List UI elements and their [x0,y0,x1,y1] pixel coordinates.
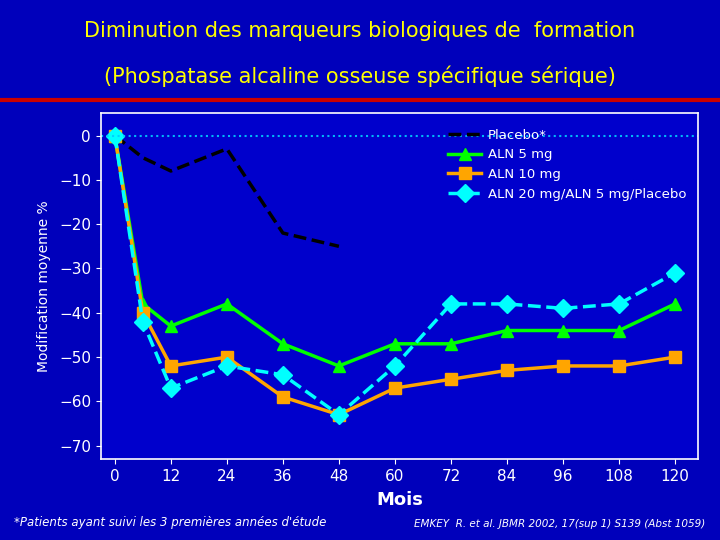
Text: EMKEY  R. et al. JBMR 2002, 17(sup 1) S139 (Abst 1059): EMKEY R. et al. JBMR 2002, 17(sup 1) S13… [414,519,706,529]
ALN 10 mg [391,385,400,392]
ALN 10 mg [559,363,567,369]
ALN 20 mg/ALN 5 mg/Placebo [110,132,119,139]
ALN 10 mg [671,354,680,360]
Placebo* [110,132,119,139]
ALN 5 mg [391,341,400,347]
ALN 10 mg [166,363,175,369]
ALN 20 mg/ALN 5 mg/Placebo [391,363,400,369]
Text: Diminution des marqueurs biologiques de  formation: Diminution des marqueurs biologiques de … [84,21,636,41]
ALN 10 mg [138,309,147,316]
Y-axis label: Modification moyenne %: Modification moyenne % [37,200,50,372]
Placebo* [166,168,175,174]
ALN 10 mg [446,376,455,382]
ALN 20 mg/ALN 5 mg/Placebo [166,385,175,392]
ALN 20 mg/ALN 5 mg/Placebo [615,301,624,307]
ALN 20 mg/ALN 5 mg/Placebo [446,301,455,307]
Line: Placebo*: Placebo* [114,136,339,246]
ALN 10 mg [335,411,343,418]
ALN 20 mg/ALN 5 mg/Placebo [138,319,147,325]
ALN 5 mg [335,363,343,369]
ALN 5 mg [138,301,147,307]
Placebo* [138,154,147,161]
ALN 5 mg [446,341,455,347]
ALN 5 mg [222,301,231,307]
ALN 10 mg [222,354,231,360]
Line: ALN 10 mg: ALN 10 mg [109,129,681,421]
Placebo* [222,146,231,152]
ALN 20 mg/ALN 5 mg/Placebo [559,305,567,312]
Line: ALN 20 mg/ALN 5 mg/Placebo: ALN 20 mg/ALN 5 mg/Placebo [109,129,681,421]
ALN 5 mg [110,132,119,139]
ALN 5 mg [279,341,287,347]
ALN 20 mg/ALN 5 mg/Placebo [279,372,287,378]
ALN 10 mg [110,132,119,139]
ALN 20 mg/ALN 5 mg/Placebo [503,301,511,307]
ALN 20 mg/ALN 5 mg/Placebo [671,269,680,276]
ALN 5 mg [503,327,511,334]
X-axis label: Mois: Mois [376,491,423,509]
ALN 20 mg/ALN 5 mg/Placebo [335,411,343,418]
ALN 10 mg [615,363,624,369]
Line: ALN 5 mg: ALN 5 mg [109,129,681,372]
Text: *Patients ayant suivi les 3 premières années d'étude: *Patients ayant suivi les 3 premières an… [14,516,327,529]
Legend: Placebo*, ALN 5 mg, ALN 10 mg, ALN 20 mg/ALN 5 mg/Placebo: Placebo*, ALN 5 mg, ALN 10 mg, ALN 20 mg… [444,124,692,206]
ALN 5 mg [166,323,175,329]
Placebo* [335,243,343,249]
ALN 5 mg [671,301,680,307]
Placebo* [279,230,287,237]
ALN 10 mg [503,367,511,374]
ALN 5 mg [615,327,624,334]
Text: (Phospatase alcaline osseuse spécifique sérique): (Phospatase alcaline osseuse spécifique … [104,65,616,86]
ALN 20 mg/ALN 5 mg/Placebo [222,363,231,369]
ALN 10 mg [279,394,287,400]
ALN 5 mg [559,327,567,334]
